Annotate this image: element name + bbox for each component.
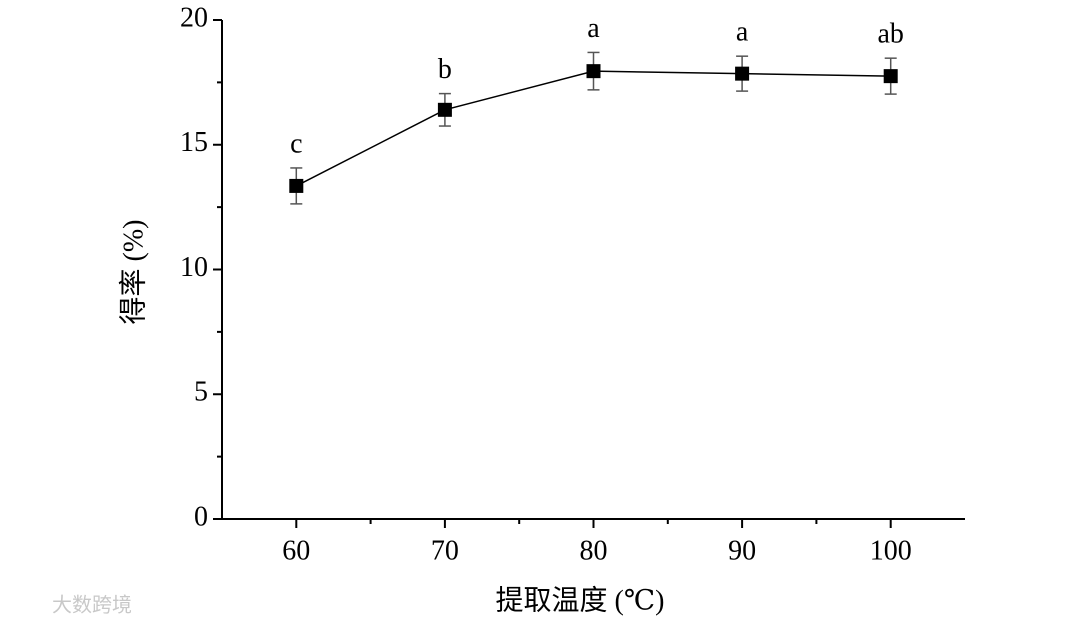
y-axis-label: 得率 (%) (117, 220, 149, 325)
marker (289, 178, 304, 193)
x-tick-label: 100 (870, 535, 912, 566)
y-tick-label: 5 (194, 377, 208, 408)
y-tick-label: 15 (180, 127, 208, 158)
marker (735, 66, 750, 81)
marker (586, 64, 601, 79)
y-tick-label: 0 (194, 501, 208, 532)
x-tick-label: 70 (431, 535, 459, 566)
marker (883, 69, 898, 84)
x-axis-label: 提取温度 (℃) (496, 584, 665, 616)
annotation: ab (877, 19, 903, 50)
annotation: b (438, 54, 452, 85)
x-tick-label: 60 (282, 535, 310, 566)
annotation: c (290, 128, 302, 159)
x-tick-label: 80 (580, 535, 608, 566)
x-tick-label: 90 (728, 535, 756, 566)
annotation: a (736, 17, 749, 48)
y-tick-label: 20 (180, 2, 208, 33)
watermark: 大数跨境 (52, 593, 132, 617)
y-tick-label: 10 (180, 252, 208, 283)
marker (437, 102, 452, 117)
annotation: a (587, 13, 600, 44)
